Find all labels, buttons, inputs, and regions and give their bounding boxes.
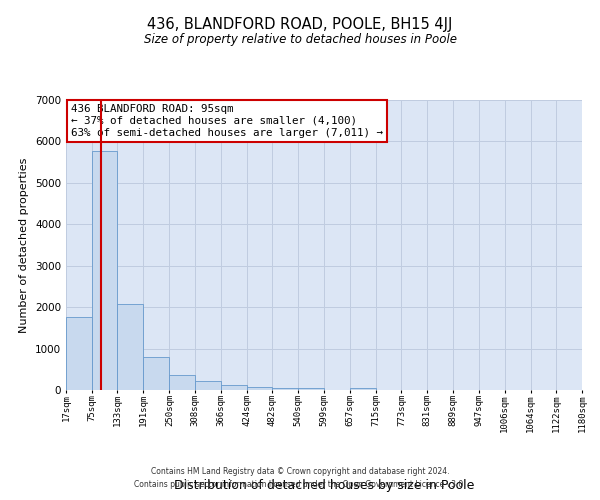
Text: Contains public sector information licensed under the Open Government Licence v3: Contains public sector information licen…	[134, 480, 466, 489]
Bar	[195, 380, 221, 390]
Bar	[66, 317, 92, 390]
Bar	[169, 375, 195, 390]
Bar	[247, 387, 272, 390]
Text: 436 BLANDFORD ROAD: 95sqm
← 37% of detached houses are smaller (4,100)
63% of se: 436 BLANDFORD ROAD: 95sqm ← 37% of detac…	[71, 104, 383, 138]
X-axis label: Distribution of detached houses by size in Poole: Distribution of detached houses by size …	[174, 479, 474, 492]
Bar	[118, 304, 143, 390]
Bar	[298, 388, 324, 390]
Bar	[143, 358, 169, 390]
Bar	[221, 386, 247, 390]
Text: Size of property relative to detached houses in Poole: Size of property relative to detached ho…	[143, 32, 457, 46]
Bar	[350, 388, 376, 390]
Text: 436, BLANDFORD ROAD, POOLE, BH15 4JJ: 436, BLANDFORD ROAD, POOLE, BH15 4JJ	[148, 18, 452, 32]
Y-axis label: Number of detached properties: Number of detached properties	[19, 158, 29, 332]
Bar	[92, 150, 118, 390]
Text: Contains HM Land Registry data © Crown copyright and database right 2024.: Contains HM Land Registry data © Crown c…	[151, 467, 449, 476]
Bar	[272, 388, 298, 390]
